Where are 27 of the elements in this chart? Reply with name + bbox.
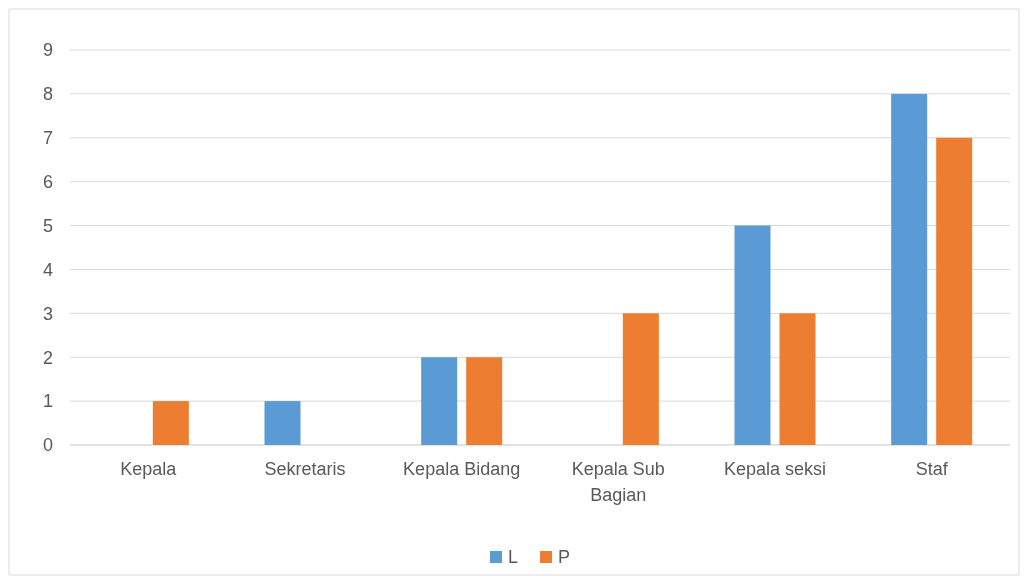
bar <box>891 93 928 445</box>
y-tick-label: 4 <box>42 259 54 280</box>
y-tick-label: 6 <box>42 171 54 192</box>
bar <box>264 401 301 445</box>
y-tick-label: 8 <box>42 84 54 105</box>
y-tick-label: 5 <box>42 215 54 236</box>
y-tick-label: 1 <box>42 391 54 412</box>
legend-label: L <box>508 547 519 568</box>
x-tick-label: Sekretaris <box>264 459 346 479</box>
y-tick-label: 3 <box>42 303 54 324</box>
bar <box>466 357 503 445</box>
y-tick-label: 2 <box>42 347 54 368</box>
y-tick-label: 7 <box>42 128 54 149</box>
bar <box>734 225 771 445</box>
bar <box>152 401 189 445</box>
y-tick-label: 0 <box>42 435 54 456</box>
legend-label: P <box>558 547 571 568</box>
bar <box>779 313 816 445</box>
x-tick-label: Kepala Sub Bagian <box>571 459 665 505</box>
x-tick-label: Kepala <box>120 459 178 479</box>
x-tick-label: Kepala Bidang <box>403 459 521 479</box>
y-tick-label: 9 <box>42 40 54 61</box>
bar <box>421 357 458 445</box>
bar <box>936 137 973 445</box>
bar <box>622 313 659 445</box>
x-tick-label: Kepala seksi <box>723 459 827 479</box>
x-tick-label: Staf <box>915 459 949 479</box>
